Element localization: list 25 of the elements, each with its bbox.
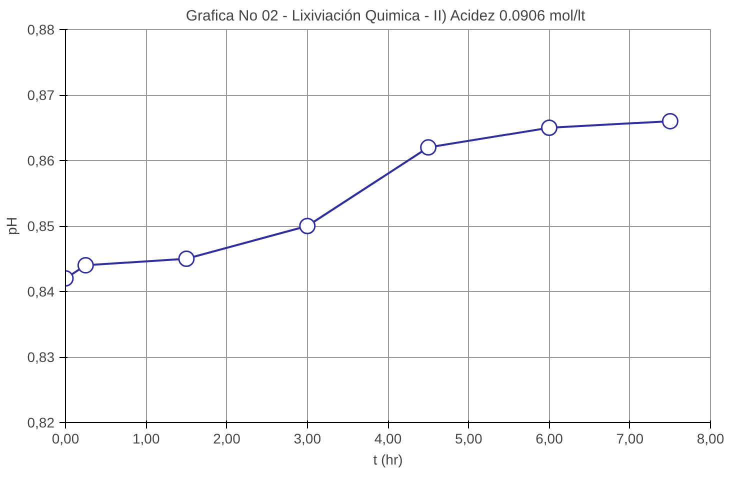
y-tick-label: 0,85 bbox=[27, 218, 55, 234]
y-axis-title: pH bbox=[3, 217, 20, 235]
point bbox=[420, 139, 437, 156]
point bbox=[77, 257, 94, 274]
x-tick-label: 0,00 bbox=[52, 430, 80, 446]
y-tick-label: 0,82 bbox=[27, 414, 55, 430]
chart-title: Grafica No 02 - Lixiviación Quimica - II) Acidez 0.0906 mol/lt bbox=[186, 8, 586, 24]
point bbox=[178, 250, 195, 267]
y-tick-label: 0,88 bbox=[27, 22, 55, 38]
x-tick-label: 6,00 bbox=[536, 430, 564, 446]
y-tick-label: 0,83 bbox=[27, 349, 55, 365]
x-tick-label: 8,00 bbox=[696, 430, 724, 446]
x-tick-label: 7,00 bbox=[616, 430, 644, 446]
y-tick-label: 0,84 bbox=[27, 284, 55, 300]
x-tick-label: 5,00 bbox=[455, 430, 482, 446]
x-tick-label: 3,00 bbox=[294, 430, 322, 446]
point bbox=[541, 120, 558, 136]
point bbox=[299, 218, 316, 234]
x-tick-label: 2,00 bbox=[213, 430, 241, 446]
point bbox=[662, 112, 678, 130]
x-axis-title: t (hr) bbox=[373, 452, 403, 468]
y-tick-label: 0,87 bbox=[27, 87, 55, 103]
x-tick-label: 1,00 bbox=[132, 430, 160, 446]
x-tick-label: 4,00 bbox=[374, 430, 402, 446]
y-tick-label: 0,86 bbox=[27, 152, 55, 168]
